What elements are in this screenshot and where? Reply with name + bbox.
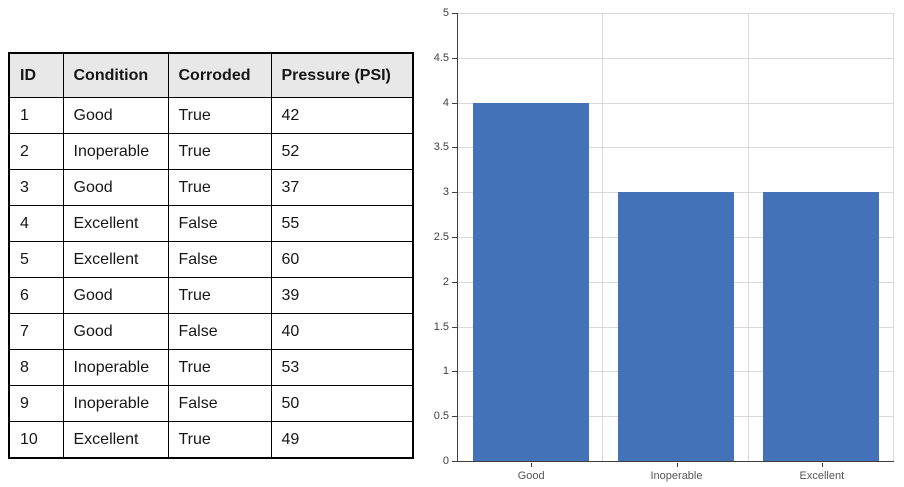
table-cell: 40 (270, 313, 414, 350)
y-axis-tick-label: 1 (442, 365, 449, 378)
table-cell: 4 (8, 205, 64, 242)
table-row: 10 Excellent True 49 (8, 421, 414, 459)
table-cell: 39 (270, 277, 414, 314)
table-cell: Good (62, 277, 169, 314)
table-cell: False (167, 205, 272, 242)
table-cell: 8 (8, 349, 64, 386)
horizontal-gridline (458, 147, 894, 149)
x-axis-category-label: Good (517, 469, 545, 482)
y-axis-tick-mark (452, 13, 457, 14)
table-cell: 53 (270, 349, 414, 386)
table-cell: 52 (270, 133, 414, 170)
table-cell: 50 (270, 385, 414, 422)
table-cell: True (167, 133, 272, 170)
y-axis-tick-mark (452, 237, 457, 238)
y-axis-tick-mark (452, 416, 457, 418)
table-cell: True (167, 97, 272, 134)
table-cell: False (167, 313, 272, 350)
table-row: 7 Good False 40 (8, 313, 414, 350)
y-axis-tick-mark (452, 326, 457, 328)
table-cell: 37 (270, 169, 414, 206)
bar-good (472, 102, 589, 461)
table-row: 3 Good True 37 (8, 169, 414, 206)
column-header: Corroded (167, 52, 272, 98)
chart-plot-area (457, 13, 894, 462)
table-cell: 60 (270, 241, 414, 278)
bar-inoperable (617, 192, 735, 461)
vertical-gridline (602, 13, 604, 461)
y-axis-tick-mark (452, 461, 457, 462)
table-cell: 1 (8, 97, 64, 134)
y-axis-tick-label: 0 (442, 455, 449, 467)
table-cell: True (167, 349, 272, 386)
table-cell: 6 (8, 277, 64, 314)
y-axis-tick-mark (452, 371, 457, 373)
y-axis-tick-label: 4 (442, 96, 449, 109)
table-cell: Inoperable (62, 385, 169, 422)
table-row: 6 Good True 39 (8, 277, 414, 314)
table-cell: True (167, 169, 272, 206)
pipe-data-table: ID Condition Corroded Pressure (PSI) 1 Good T… (8, 52, 414, 459)
x-axis-category-label: Excellent (799, 469, 845, 482)
table-cell: True (167, 277, 272, 314)
table-cell: True (167, 421, 272, 459)
y-axis-tick-label: 1.5 (433, 320, 449, 333)
y-axis-tick-label: 2.5 (433, 231, 449, 243)
y-axis-tick-mark (452, 102, 457, 104)
x-axis-category-label: Inoperable (650, 469, 703, 482)
table-cell: Excellent (62, 241, 169, 278)
table-cell: Inoperable (62, 349, 169, 386)
table-row: 5 Excellent False 60 (8, 241, 414, 278)
column-header: Pressure (PSI) (270, 52, 414, 98)
y-axis-tick-mark (452, 192, 457, 194)
y-axis-tick-mark (452, 147, 457, 149)
table-row: 4 Excellent False 55 (8, 205, 414, 242)
vertical-gridline (893, 13, 894, 461)
horizontal-gridline (458, 57, 894, 59)
table-cell: Excellent (62, 205, 169, 242)
table-cell: 2 (8, 133, 64, 170)
y-axis-tick-label: 4.5 (433, 51, 449, 64)
y-axis-tick-label: 0.5 (433, 410, 449, 423)
table-header-row: ID Condition Corroded Pressure (PSI) (8, 52, 414, 98)
table-cell: 55 (270, 205, 414, 242)
table-row: 8 Inoperable True 53 (8, 349, 414, 386)
y-axis-tick-label: 2 (442, 275, 449, 288)
column-header: ID (8, 52, 64, 98)
table-row: 1 Good True 42 (8, 97, 414, 134)
table-cell: 7 (8, 313, 64, 350)
table-cell: Good (62, 169, 169, 206)
table-cell: False (167, 385, 272, 422)
column-header: Condition (62, 52, 169, 98)
table-header: ID Condition Corroded Pressure (PSI) (8, 52, 414, 98)
table-cell: 5 (8, 241, 64, 278)
horizontal-gridline (458, 102, 894, 104)
bar-excellent (763, 192, 880, 461)
y-axis-tick-mark (452, 57, 457, 59)
y-axis-tick-mark (452, 281, 457, 283)
table-cell: 42 (270, 97, 414, 134)
x-axis-tick-mark (821, 462, 823, 467)
y-axis-tick-label: 3 (442, 186, 449, 199)
table-row: 2 Inoperable True 52 (8, 133, 414, 170)
table-cell: Excellent (62, 421, 169, 459)
y-axis-tick-label: 5 (442, 7, 449, 19)
x-axis-tick-mark (531, 462, 533, 467)
table-cell: Good (62, 313, 169, 350)
x-axis-tick-mark (676, 462, 678, 467)
table-cell: Good (62, 97, 169, 134)
vertical-gridline (747, 13, 749, 461)
condition-count-bar-chart: 0 0.5 1 1.5 2 2.5 3 3.5 4 4.5 5 Good Inoperable Excel… (420, 0, 904, 487)
table-cell: 10 (8, 421, 64, 459)
y-axis-tick-label: 3.5 (433, 141, 449, 154)
table-body: 1 Good True 42 2 Inoperable True 52 3 Good True 37 4… (8, 97, 414, 459)
table-row: 9 Inoperable False 50 (8, 385, 414, 422)
table-cell: 3 (8, 169, 64, 206)
horizontal-gridline (458, 13, 894, 14)
table-cell: Inoperable (62, 133, 169, 170)
table-cell: False (167, 241, 272, 278)
table-cell: 49 (270, 421, 414, 459)
table-cell: 9 (8, 385, 64, 422)
